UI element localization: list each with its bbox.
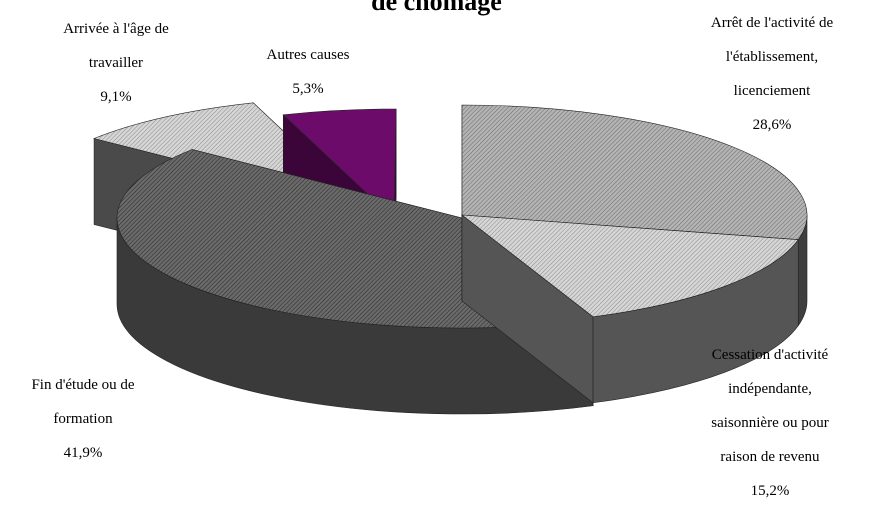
label-line: Fin d'étude ou de (31, 377, 135, 393)
label-line: Arrivée à l'âge de (63, 21, 169, 37)
label-line: raison de revenu (720, 449, 820, 465)
label-value: 9,1% (100, 89, 132, 105)
pie-slice-cessation (461, 214, 799, 404)
label-line: indépendante, (728, 381, 812, 397)
label-line: travailler (88, 55, 144, 71)
chart-title: de chômage (371, 0, 502, 16)
label-fin: Fin d'étude ou de formation 41,9% (0, 368, 178, 470)
label-value: 5,3% (292, 81, 324, 97)
pie-slice-top (461, 104, 808, 240)
label-value: 28,6% (752, 117, 792, 133)
label-line: l'établissement, (725, 49, 819, 65)
label-value: 15,2% (750, 483, 790, 499)
label-line: Arrêt de l'activité de (710, 15, 834, 31)
label-line: licenciement (733, 83, 811, 99)
pie-slice-top (461, 214, 799, 318)
pie-slice-top (282, 108, 397, 220)
label-autres: Autres causes 5,3% (218, 38, 398, 106)
label-arrivee: Arrivée à l'âge de travailler 9,1% (26, 12, 206, 114)
label-line: Cessation d'activité (711, 347, 829, 363)
label-line: Autres causes (266, 47, 350, 63)
label-cessation: Cessation d'activité indépendante, saisonn… (670, 338, 870, 508)
label-line: saisonnière ou pour (711, 415, 829, 431)
label-line: formation (53, 411, 113, 427)
label-arret: Arrêt de l'activité de l'établissement, li… (672, 6, 872, 142)
label-value: 41,9% (63, 445, 103, 461)
